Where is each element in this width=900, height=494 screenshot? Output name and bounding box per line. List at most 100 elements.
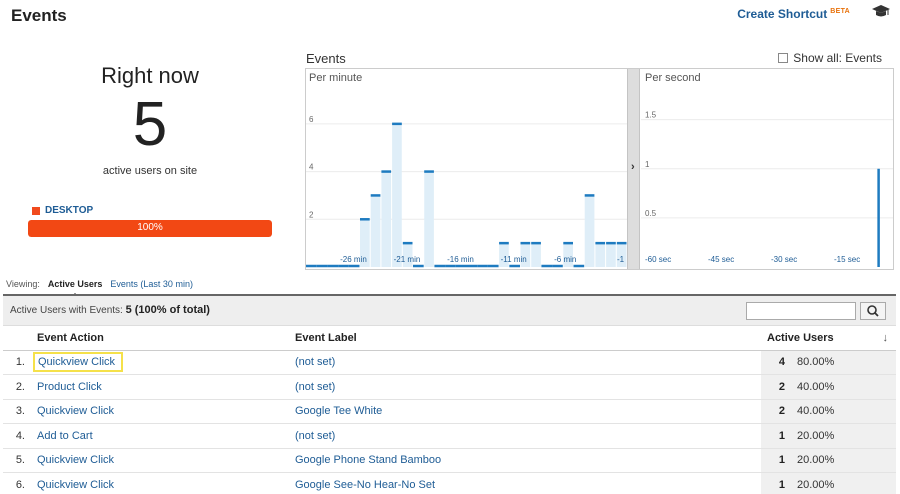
col-index xyxy=(3,326,31,351)
minute-bar[interactable] xyxy=(606,243,616,267)
show-all-checkbox[interactable] xyxy=(778,53,789,63)
active-users-percent: 20.00% xyxy=(791,448,896,473)
event-action-cell: Product Click xyxy=(31,374,289,400)
event-action-link[interactable]: Quickview Click xyxy=(33,352,124,373)
x-tick-label: -6 min xyxy=(554,255,576,264)
create-shortcut-label[interactable]: Create Shortcut xyxy=(737,7,828,21)
events-table: Event Action Event Label Active Users ↓ 1… xyxy=(3,326,896,494)
event-action-link[interactable]: Quickview Click xyxy=(37,405,115,418)
event-label-link[interactable]: (not set) xyxy=(295,429,336,442)
event-label-cell: Google Tee White xyxy=(289,399,761,424)
right-now-title: Right now xyxy=(101,63,199,88)
table-row: 6. Quickview Click Google See-No Hear-No S… xyxy=(3,472,896,494)
active-users-percent: 20.00% xyxy=(791,423,896,449)
event-label-link[interactable]: (not set) xyxy=(295,380,336,393)
summary-bar: Active Users with Events: 5 (100% of tot… xyxy=(3,296,896,326)
minute-bar[interactable] xyxy=(563,243,573,267)
event-label-cell: (not set) xyxy=(289,423,761,449)
second-bar[interactable] xyxy=(877,168,880,267)
minute-bar[interactable] xyxy=(616,243,627,267)
graduation-cap-icon[interactable] xyxy=(872,4,890,18)
table-row: 2. Product Click (not set) 2 40.00% xyxy=(3,374,896,400)
row-number: 1. xyxy=(3,350,31,375)
minute-bar[interactable] xyxy=(595,243,606,267)
active-users-value: 1 xyxy=(761,448,791,473)
y-tick-label: 6 xyxy=(309,115,314,124)
x-tick-label: -45 sec xyxy=(708,255,734,264)
event-action-link[interactable]: Quickview Click xyxy=(37,478,115,491)
table-row: 5. Quickview Click Google Phone Stand Bamb… xyxy=(3,448,896,473)
create-shortcut-link[interactable]: Create Shortcut BETA xyxy=(737,7,850,21)
search-icon xyxy=(867,305,879,317)
chevron-right-icon[interactable]: › xyxy=(631,161,635,173)
event-label-cell: (not set) xyxy=(289,350,761,375)
device-label[interactable]: DESKTOP xyxy=(45,205,94,216)
active-users-subtitle: active users on site xyxy=(102,165,198,177)
y-tick-label: 2 xyxy=(309,210,314,219)
x-tick-label: -21 min xyxy=(394,255,421,264)
table-row: 1. Quickview Click (not set) 4 80.00% xyxy=(3,350,896,375)
event-action-cell: Quickview Click xyxy=(31,448,289,473)
col-active-users[interactable]: Active Users ↓ xyxy=(761,326,896,351)
row-number: 4. xyxy=(3,423,31,449)
show-all-toggle[interactable]: Show all: Events xyxy=(778,51,882,65)
active-users-percent: 40.00% xyxy=(791,399,896,424)
sort-down-icon[interactable]: ↓ xyxy=(882,331,889,344)
minute-bar[interactable] xyxy=(402,243,413,267)
active-users-value: 1 xyxy=(761,472,791,494)
minute-bar[interactable] xyxy=(381,171,392,267)
x-tick-label: -26 min xyxy=(340,255,367,264)
y-tick-label: 0.5 xyxy=(645,209,657,218)
chart-divider[interactable] xyxy=(627,69,640,269)
minute-bar[interactable] xyxy=(392,123,402,267)
active-users-value: 4 xyxy=(761,350,791,375)
table-search-input[interactable] xyxy=(746,302,856,320)
table-row: 3. Quickview Click Google Tee White 2 40.00% xyxy=(3,399,896,424)
table-row: 4. Add to Cart (not set) 1 20.00% xyxy=(3,423,896,449)
col-event-action[interactable]: Event Action xyxy=(31,326,289,351)
event-label-cell: Google Phone Stand Bamboo xyxy=(289,448,761,473)
search-button[interactable] xyxy=(860,302,886,320)
row-number: 3. xyxy=(3,399,31,424)
per-minute-chart: 2 4 6 -26 min -21 min -16 min -11 min -6 min -1 xyxy=(306,115,627,268)
viewing-label: Viewing: xyxy=(6,279,40,289)
summary-value: 5 (100% of total) xyxy=(125,304,210,316)
events-chart-frame xyxy=(305,68,894,270)
device-bar-fill xyxy=(28,220,272,237)
minute-bar[interactable] xyxy=(360,219,370,267)
event-label-link[interactable]: Google See-No Hear-No Set xyxy=(295,478,436,491)
event-label-cell: Google See-No Hear-No Set xyxy=(289,472,761,494)
active-users-value: 2 xyxy=(761,399,791,424)
per-second-title: Per second xyxy=(645,72,701,84)
tab-events-last-30[interactable]: Events (Last 30 min) xyxy=(110,279,193,289)
event-action-cell: Quickview Click xyxy=(31,350,289,375)
minute-bar[interactable] xyxy=(370,195,381,267)
show-all-label[interactable]: Show all: Events xyxy=(793,51,882,65)
active-users-value: 1 xyxy=(761,423,791,449)
desktop-swatch xyxy=(32,206,40,215)
per-minute-title: Per minute xyxy=(309,72,363,84)
minute-bar[interactable] xyxy=(531,243,541,267)
minute-bar[interactable] xyxy=(520,243,531,267)
tab-active-users[interactable]: Active Users xyxy=(47,279,103,297)
event-action-link[interactable]: Product Click xyxy=(37,380,102,393)
events-chart-title: Events xyxy=(306,51,346,66)
col-active-users-label[interactable]: Active Users xyxy=(767,331,834,344)
row-number: 6. xyxy=(3,472,31,494)
x-tick-label: -30 sec xyxy=(771,255,797,264)
x-tick-label: -11 min xyxy=(501,255,527,264)
minute-bar[interactable] xyxy=(584,195,595,267)
y-tick-label: 1.5 xyxy=(645,111,657,120)
event-label-link[interactable]: Google Tee White xyxy=(295,405,383,418)
active-users-percent: 80.00% xyxy=(791,350,896,375)
minute-bar[interactable] xyxy=(424,171,434,267)
per-second-chart: 0.5 1 1.5 -60 sec -45 sec -30 sec -15 sec xyxy=(641,111,893,267)
event-label-link[interactable]: Google Phone Stand Bamboo xyxy=(295,454,442,467)
event-action-link[interactable]: Quickview Click xyxy=(37,454,115,467)
minute-bar[interactable] xyxy=(499,243,509,267)
col-event-label[interactable]: Event Label xyxy=(289,326,761,351)
event-label-link[interactable]: (not set) xyxy=(295,356,336,369)
x-tick-label: -15 sec xyxy=(834,255,860,264)
event-action-link[interactable]: Add to Cart xyxy=(37,429,93,442)
events-table-panel: Active Users with Events: 5 (100% of tot… xyxy=(3,294,896,494)
